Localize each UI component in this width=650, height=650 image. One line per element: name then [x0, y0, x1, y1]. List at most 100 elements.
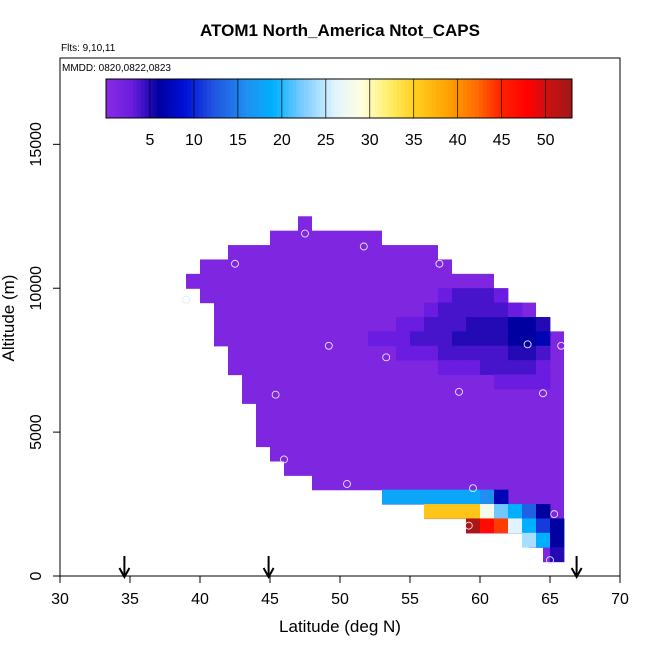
colorbar-segment: [206, 79, 212, 118]
heatmap-cell: [466, 489, 481, 505]
colorbar-segment: [319, 79, 324, 118]
heatmap-cell: [452, 489, 467, 505]
flight-marker-arrowhead: [118, 567, 131, 580]
colorbar-segment: [226, 79, 231, 118]
colorbar-segment: [498, 79, 503, 118]
colorbar-tick-label: 30: [361, 132, 379, 149]
sample-point: [359, 242, 368, 251]
colorbar-segment: [276, 79, 282, 118]
heatmap-cell: [410, 317, 425, 332]
colorbar-segment: [502, 79, 507, 118]
colorbar-segment: [148, 79, 154, 118]
colorbar-segment: [412, 79, 418, 118]
colorbar-segment: [144, 79, 150, 118]
sample-point: [324, 341, 333, 350]
colorbar-segment: [354, 79, 359, 118]
colorbar-segment: [540, 79, 546, 118]
heatmap-cell: [480, 360, 495, 375]
sample-point: [271, 390, 280, 399]
heatmap-cell: [452, 345, 467, 361]
colorbar-segment: [443, 79, 449, 118]
heatmap-cell: [536, 374, 551, 390]
sample-point: [546, 556, 554, 565]
colorbar-segment: [513, 79, 519, 118]
colorbar-segment: [261, 79, 266, 118]
heatmap-cell: [508, 374, 523, 390]
heatmap-cell: [508, 504, 523, 519]
sample-point: [523, 340, 532, 349]
colorbar-segment: [203, 79, 208, 118]
heatmap-band: [270, 230, 382, 246]
colorbar-tick-label: 50: [537, 132, 555, 149]
colorbar: 5 10 15 20 25 30 35 40 45 50: [105, 78, 573, 149]
colorbar-tick-label: 10: [185, 132, 203, 149]
colorbar-segment: [533, 79, 538, 118]
heatmap-cell: [438, 288, 453, 304]
heatmap-cell: [522, 504, 537, 519]
heatmap-cell: [494, 331, 509, 347]
colorbar-segment: [179, 79, 185, 118]
heatmap-cell: [494, 288, 509, 304]
colorbar-segment: [253, 79, 258, 118]
colorbar-segment: [471, 79, 476, 118]
heatmap-band: [312, 475, 564, 491]
colorbar-segment: [509, 79, 515, 118]
chart-title: ATOM1 North_America Ntot_CAPS: [200, 21, 480, 40]
heatmap-cell: [438, 331, 453, 347]
heatmap-cell: [410, 345, 425, 361]
colorbar-segment: [160, 79, 165, 118]
heatmap-cell: [480, 302, 495, 318]
heatmap-band: [256, 417, 564, 433]
colorbar-segment: [560, 79, 565, 118]
y-tick-label: 15000: [28, 122, 45, 167]
heatmap-cell: [480, 518, 495, 534]
sample-point: [382, 353, 391, 362]
colorbar-segment: [405, 79, 410, 118]
colorbar-segment: [521, 79, 526, 118]
heatmap-cell: [522, 360, 537, 375]
heatmap-band: [200, 259, 452, 275]
sample-point: [231, 259, 239, 268]
colorbar-segment: [300, 79, 305, 118]
heatmap-cell: [452, 504, 467, 519]
colorbar-segment: [296, 79, 301, 118]
colorbar-segment: [346, 79, 352, 118]
colorbar-tick-label: 45: [493, 132, 511, 149]
heatmap-cell: [550, 532, 565, 548]
heatmap-cell: [452, 331, 467, 347]
heatmap-cell: [494, 374, 509, 390]
colorbar-segment: [362, 79, 367, 118]
heatmap-cell: [438, 489, 453, 505]
x-tick-label: 40: [191, 591, 209, 608]
heatmap-cell: [522, 374, 537, 390]
heatmap-cell: [536, 345, 551, 361]
colorbar-tick-label: 35: [405, 132, 423, 149]
colorbar-segment: [494, 79, 499, 118]
colorbar-segment: [420, 79, 425, 118]
colorbar-segment: [195, 79, 200, 118]
colorbar-segment: [505, 79, 511, 118]
heatmap-cell: [508, 345, 523, 361]
sample-point: [469, 484, 477, 493]
x-tick-label: 60: [471, 591, 489, 608]
colorbar-segment: [284, 79, 290, 118]
colorbar-segment: [304, 79, 309, 118]
sample-point: [343, 479, 351, 488]
heatmap-cell: [522, 331, 537, 347]
colorbar-segment: [137, 79, 142, 118]
heatmap-cell: [452, 302, 467, 318]
colorbar-segment: [564, 79, 569, 118]
colorbar-segment: [288, 79, 293, 118]
heatmap-cell: [522, 345, 537, 361]
heatmap-cell: [480, 317, 495, 332]
flight-marker-arrowhead: [570, 567, 583, 580]
heatmap-cell: [424, 302, 439, 318]
colorbar-segment: [490, 79, 495, 118]
colorbar-segment: [358, 79, 363, 118]
colorbar-segment: [175, 79, 181, 118]
sample-point: [455, 387, 463, 396]
heatmap-band: [284, 460, 564, 476]
sample-point: [301, 229, 309, 238]
heatmap-cell: [438, 302, 453, 318]
